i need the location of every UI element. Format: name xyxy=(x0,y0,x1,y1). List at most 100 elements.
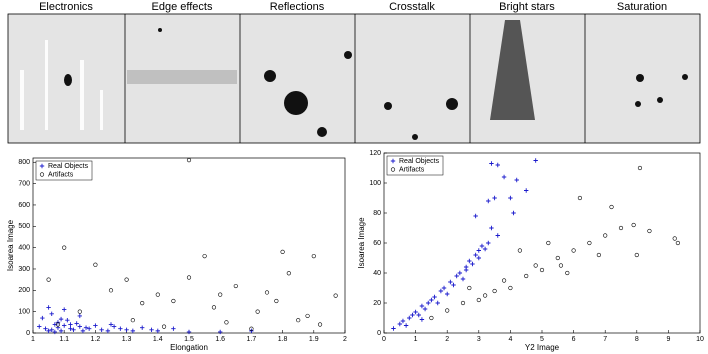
point xyxy=(77,309,82,314)
point xyxy=(62,307,67,312)
point xyxy=(52,329,58,335)
panel-title: Saturation xyxy=(617,1,667,13)
point xyxy=(489,161,494,166)
y-axis-label: Isoarea Image xyxy=(357,217,366,269)
y-tick-label: 60 xyxy=(373,240,381,247)
point xyxy=(558,263,564,268)
point xyxy=(479,243,485,249)
point xyxy=(305,313,310,319)
point xyxy=(454,273,459,279)
y-tick-label: 120 xyxy=(369,150,381,157)
legend-label: Artifacts xyxy=(399,166,425,173)
point xyxy=(539,267,545,273)
y-tick-label: 0 xyxy=(377,330,381,337)
point xyxy=(432,294,437,300)
point xyxy=(422,306,428,312)
point xyxy=(618,225,624,231)
point xyxy=(58,316,64,322)
point xyxy=(403,323,409,328)
point xyxy=(130,328,136,334)
point xyxy=(93,323,98,328)
legend-label: Real Objects xyxy=(399,158,440,165)
point xyxy=(108,288,114,293)
point xyxy=(68,326,73,331)
point xyxy=(476,248,481,253)
point xyxy=(40,315,45,321)
plot-area xyxy=(383,152,701,334)
point xyxy=(62,245,67,250)
point xyxy=(202,254,207,259)
legend-marker xyxy=(390,167,396,172)
point xyxy=(457,270,463,276)
panel-strip xyxy=(7,13,701,144)
point xyxy=(495,233,500,238)
point xyxy=(68,322,73,327)
point xyxy=(264,290,270,295)
point xyxy=(501,174,507,180)
point xyxy=(473,213,478,219)
point xyxy=(533,158,538,163)
x-tick-label: 1.7 xyxy=(247,336,257,343)
y-tick-label: 400 xyxy=(18,244,30,251)
point xyxy=(495,162,500,168)
x-tick-label: 9 xyxy=(666,336,670,343)
point xyxy=(186,275,192,280)
x-tick-label: 4 xyxy=(508,336,512,343)
point xyxy=(218,329,223,335)
point xyxy=(460,276,466,282)
point xyxy=(400,318,406,324)
point xyxy=(77,313,82,319)
y-tick-label: 20 xyxy=(373,300,381,307)
point xyxy=(155,292,160,297)
plot-area xyxy=(32,157,346,334)
point xyxy=(441,285,447,291)
point xyxy=(407,315,412,321)
point xyxy=(249,328,254,334)
point xyxy=(108,322,114,327)
x-tick-label: 1.4 xyxy=(153,336,163,343)
point xyxy=(445,291,450,297)
legend-marker xyxy=(39,163,45,169)
point xyxy=(596,252,601,258)
image-panels: Electronics Edge effects Reflections Cro… xyxy=(7,1,701,144)
point xyxy=(46,328,51,334)
point xyxy=(647,228,652,234)
point xyxy=(71,327,76,332)
x-tick-label: 1.8 xyxy=(278,336,288,343)
legend-label: Real Objects xyxy=(48,163,89,170)
point xyxy=(74,321,79,326)
x-tick-label: 8 xyxy=(635,336,639,343)
point xyxy=(49,327,54,332)
y-tick-label: 600 xyxy=(18,202,30,209)
point xyxy=(49,311,54,316)
point xyxy=(255,309,260,314)
point xyxy=(470,261,475,267)
point xyxy=(397,321,402,327)
point xyxy=(514,177,519,183)
point xyxy=(634,252,639,258)
point xyxy=(296,318,301,323)
point xyxy=(413,309,418,315)
point xyxy=(124,277,129,282)
point xyxy=(675,240,680,246)
point xyxy=(426,300,431,306)
point xyxy=(533,263,538,268)
point xyxy=(489,225,494,231)
y-tick-label: 0 xyxy=(26,330,30,337)
y-tick-label: 800 xyxy=(18,159,30,166)
point xyxy=(511,210,516,216)
point xyxy=(83,325,89,330)
x-axis-label: Elongation xyxy=(170,343,208,352)
point xyxy=(467,258,472,264)
point xyxy=(274,298,279,304)
point xyxy=(186,329,192,335)
point xyxy=(118,326,123,331)
point xyxy=(416,312,421,318)
point xyxy=(410,312,415,318)
y-tick-label: 500 xyxy=(18,223,30,230)
point xyxy=(482,246,488,252)
y-axis-label: Isoarea Image xyxy=(6,219,15,271)
y-tick-label: 80 xyxy=(373,210,381,217)
point xyxy=(317,322,323,327)
